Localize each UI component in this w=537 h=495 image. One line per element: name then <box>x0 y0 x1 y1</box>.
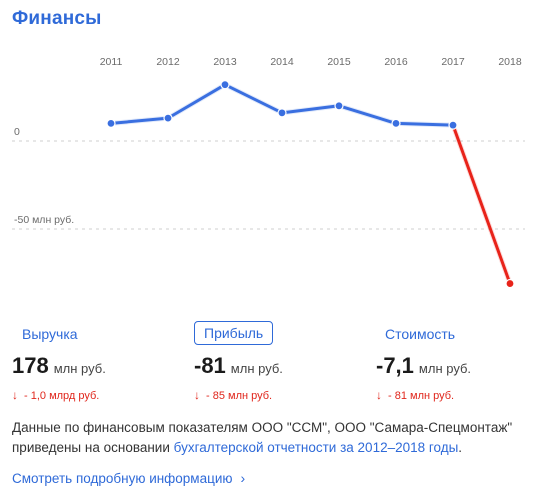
note-text: Данные по финансовым показателям ООО "СС… <box>12 420 513 455</box>
data-point <box>334 101 344 111</box>
line-segment <box>451 123 512 286</box>
year-label: 2012 <box>156 56 180 68</box>
metric-profit-tab[interactable]: Прибыль <box>194 321 274 345</box>
data-point <box>448 120 458 130</box>
chart-lines <box>108 82 513 287</box>
metric-profit-delta-text: - 85 млн руб. <box>206 390 273 402</box>
chart-points <box>106 80 515 289</box>
year-label: 2016 <box>384 56 408 68</box>
metric-profit-value: -81 млн руб. <box>194 353 283 379</box>
arrow-down-icon: ↓ <box>12 388 18 402</box>
y-axis-labels: 0 -50 млн руб. <box>14 126 74 226</box>
view-details-link[interactable]: Смотреть подробную информацию › <box>12 470 245 486</box>
data-point <box>505 278 515 289</box>
year-label: 2018 <box>498 56 522 68</box>
accounting-report-link[interactable]: бухгалтерской отчетности за 2012–2018 го… <box>173 440 459 455</box>
year-label: 2015 <box>327 56 351 68</box>
data-point <box>163 113 173 123</box>
metric-revenue-delta-text: - 1,0 млрд руб. <box>24 390 100 402</box>
metric-profit-number: -81 <box>194 353 226 378</box>
data-point <box>277 108 287 118</box>
metric-value-tab[interactable]: Стоимость <box>385 326 456 342</box>
profit-line-chart: 2011 2012 2013 2014 2015 2016 2017 2018 0 -50 мл… <box>12 56 525 289</box>
y-axis-label: -50 млн руб. <box>14 214 74 226</box>
note-text-end: . <box>458 440 463 455</box>
metric-cost-number: -7,1 <box>376 353 414 378</box>
year-label: 2017 <box>441 56 465 68</box>
arrow-down-icon: ↓ <box>194 388 200 402</box>
metric-revenue-delta: ↓ - 1,0 млрд руб. <box>12 388 99 402</box>
metric-profit-unit: млн руб. <box>230 361 283 376</box>
data-point <box>106 118 116 129</box>
data-source-note: Данные по финансовым показателям ООО "СС… <box>12 418 527 458</box>
x-axis-tick-labels: 2011 2012 2013 2014 2015 2016 2017 2018 <box>100 56 522 68</box>
page-title: Финансы <box>12 8 102 29</box>
year-label: 2013 <box>213 56 237 68</box>
year-label: 2011 <box>100 56 123 68</box>
arrow-down-icon: ↓ <box>376 388 382 402</box>
data-point <box>391 118 401 129</box>
metric-revenue-tab[interactable]: Выручка <box>22 326 78 342</box>
chart-grid <box>12 140 525 230</box>
line-segment <box>109 116 170 125</box>
line-segment <box>223 83 284 115</box>
data-point <box>220 80 230 90</box>
metric-cost-unit: млн руб. <box>418 361 472 376</box>
metric-profit-delta: ↓ - 85 млн руб. <box>194 388 272 402</box>
metric-cost-delta-text: - 81 млн руб. <box>388 390 455 402</box>
line-segment <box>394 121 455 127</box>
line-segment <box>166 83 227 120</box>
metric-revenue-value: 178 млн руб. <box>12 353 106 379</box>
metric-cost-delta: ↓ - 81 млн руб. <box>376 388 454 402</box>
year-label: 2014 <box>270 56 294 68</box>
metric-revenue-number: 178 <box>12 353 49 378</box>
view-details-label: Смотреть подробную информацию <box>12 471 233 486</box>
metric-cost-value: -7,1 млн руб. <box>376 353 471 379</box>
line-segment <box>337 104 398 125</box>
metric-revenue-unit: млн руб. <box>53 361 106 376</box>
line-segment <box>280 104 341 115</box>
y-axis-label: 0 <box>14 126 20 138</box>
chevron-right-icon: › <box>240 470 246 486</box>
